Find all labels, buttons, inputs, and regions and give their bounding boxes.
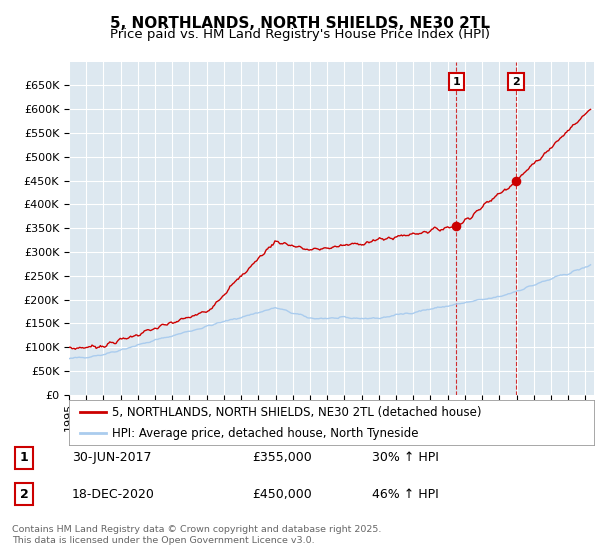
Text: 1: 1: [20, 451, 28, 464]
Text: 30-JUN-2017: 30-JUN-2017: [72, 451, 151, 464]
Text: 46% ↑ HPI: 46% ↑ HPI: [372, 488, 439, 501]
Text: 2: 2: [20, 488, 28, 501]
Text: Price paid vs. HM Land Registry's House Price Index (HPI): Price paid vs. HM Land Registry's House …: [110, 28, 490, 41]
Text: 2: 2: [512, 77, 520, 87]
Text: Contains HM Land Registry data © Crown copyright and database right 2025.
This d: Contains HM Land Registry data © Crown c…: [12, 525, 382, 545]
Point: [511, 176, 521, 185]
Text: £355,000: £355,000: [252, 451, 312, 464]
Text: 30% ↑ HPI: 30% ↑ HPI: [372, 451, 439, 464]
Text: 5, NORTHLANDS, NORTH SHIELDS, NE30 2TL (detached house): 5, NORTHLANDS, NORTH SHIELDS, NE30 2TL (…: [112, 406, 482, 419]
Text: 1: 1: [452, 77, 460, 87]
Text: 18-DEC-2020: 18-DEC-2020: [72, 488, 155, 501]
Text: HPI: Average price, detached house, North Tyneside: HPI: Average price, detached house, Nort…: [112, 427, 419, 440]
Text: 5, NORTHLANDS, NORTH SHIELDS, NE30 2TL: 5, NORTHLANDS, NORTH SHIELDS, NE30 2TL: [110, 16, 490, 31]
Point: [451, 221, 461, 230]
Text: £450,000: £450,000: [252, 488, 312, 501]
